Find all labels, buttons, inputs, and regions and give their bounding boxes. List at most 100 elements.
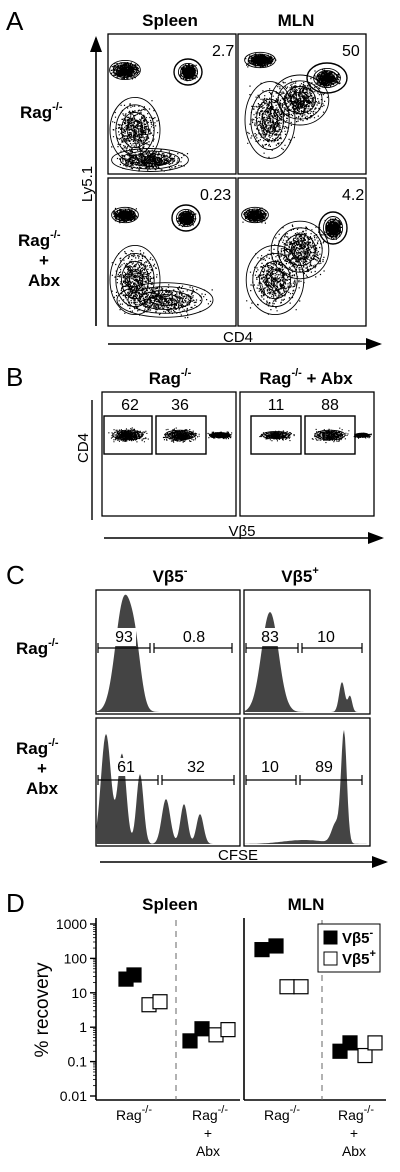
panel-c-row2-label: Rag-/- + Abx [16,737,59,798]
point-mln-vb5pos-g0-r0 [279,979,295,995]
point-spleen-vb5pos-g1-r1 [220,1022,236,1038]
svg-text:0.1: 0.1 [68,1054,88,1070]
dots-mln-rag [244,51,341,159]
dots-b-abx [259,427,372,444]
y-tick-3: 1 [79,1019,96,1035]
panel-d-header-spleen: Spleen [142,895,198,914]
svg-text:Rag-/-: Rag-/- [16,737,59,758]
dots-spleen-abx [109,206,214,319]
xlabel-spleen-abx: Rag-/- + Abx [192,1104,228,1159]
panel-a: A Spleen MLN Rag-/- Rag-/- + Abx 2.7 50 … [6,6,382,350]
pct-c-pos-abx-2: 89 [315,759,333,776]
pct-c-pos-abx-1: 10 [261,759,279,776]
histogram-percent-labels: 93 0.8 83 10 61 32 10 89 [112,628,335,776]
pct-b-rag-neg: 62 [121,397,139,414]
pct-c-pos-rag-1: 83 [261,629,279,646]
svg-text:Rag-/-: Rag-/- [192,1104,228,1123]
gate-spleen-rag [173,58,203,86]
svg-text:Rag-/-: Rag-/- [18,229,61,250]
gate-mln-rag [306,62,348,94]
pct-b-abx-neg: 11 [268,397,285,414]
panel-b-header-rag: Rag-/- [149,367,192,388]
gate-b-rag-pos [155,415,207,455]
panel-d-header-mln: MLN [288,895,325,914]
panel-a-header-mln: MLN [278,11,315,30]
pct-spleen-rag: 2.7 [212,43,234,60]
svg-text:Abx: Abx [26,779,59,798]
pct-mln-abx: 4.2 [342,187,364,204]
panel-c: C Vβ5- Vβ5+ Rag-/- Rag-/- + Abx [6,560,388,868]
panel-b-y-label: CD4 [75,433,92,463]
panel-c-row1-label: Rag-/- [16,637,59,658]
gate-b-rag-neg [103,415,153,455]
pct-c-neg-abx-2: 32 [187,759,205,776]
svg-text:+: + [350,1125,358,1141]
svg-text:1: 1 [79,1019,87,1035]
y-tick-4: 0.1 [68,1054,96,1070]
point-spleen-vb5neg-g1-r1 [194,1021,210,1037]
svg-text:Abx: Abx [342,1143,366,1159]
histogram-pos-abx [243,717,371,847]
point-spleen-vb5neg-g0-r1 [126,967,142,983]
dots-mln-abx [241,206,344,316]
y-tick-1: 100 [64,950,96,966]
panel-b-header-abx: Rag-/- + Abx [259,367,353,388]
histogram-fill-pos-abx [244,729,370,844]
panel-a-letter: A [6,6,24,36]
pct-b-abx-pos: 88 [321,397,339,414]
point-spleen-vb5pos-g0-r1 [152,994,168,1010]
pct-b-rag-pos: 36 [171,397,189,414]
svg-text:+: + [39,251,49,270]
flow-plot-mln-abx [237,177,367,327]
panel-a-x-label: CD4 [223,329,253,346]
y-tick-2: 10 [71,985,96,1001]
gate-b-abx-pos [304,415,356,455]
svg-text:+: + [204,1125,212,1141]
pct-spleen-abx: 0.23 [200,187,231,204]
panel-c-letter: C [6,560,25,590]
svg-text:0.01: 0.01 [60,1088,87,1104]
point-spleen-vb5neg-g1-r0 [182,1033,198,1049]
y-tick-5: 0.01 [60,1088,96,1104]
point-mln-vb5pos-g1-r1 [367,1035,383,1051]
legend-marker-neg [323,930,338,945]
pct-c-neg-abx-1: 61 [117,759,135,776]
svg-text:+: + [37,759,47,778]
pct-c-neg-rag-2: 0.8 [183,629,205,646]
histogram-fill-neg-rag [96,594,240,712]
svg-text:Rag-/-: Rag-/- [338,1104,374,1123]
panel-a-header-spleen: Spleen [142,11,198,30]
svg-text:1000: 1000 [56,916,87,932]
pct-c-pos-rag-2: 10 [317,629,335,646]
point-mln-vb5neg-g0-r1 [268,938,284,954]
svg-text:10: 10 [71,985,87,1001]
svg-text:Abx: Abx [28,271,61,290]
panel-d-y-label: % recovery [32,962,53,1058]
flow-plot-spleen-abx [107,177,237,327]
panel-c-header-neg: Vβ5- [153,565,188,586]
dots-spleen-rag [109,59,199,172]
panel-a-row2-label: Rag-/- + Abx [18,229,61,290]
panel-d: D Spleen MLN 1000 100 10 1 0.1 0.01 % recover… [6,888,386,1159]
legend-marker-pos [323,951,338,966]
panel-d-letter: D [6,888,25,918]
point-mln-vb5pos-g0-r1 [293,979,309,995]
panel-b: B Rag-/- Rag-/- + Abx 62 36 11 88 CD4 Vβ… [6,362,384,544]
xlabel-mln-rag: Rag-/- [264,1104,300,1123]
gate-b-abx-neg [250,415,302,455]
svg-text:Abx: Abx [196,1143,220,1159]
pct-mln-rag: 50 [342,43,360,60]
histogram-fill-neg-abx [96,733,240,844]
pct-c-neg-rag-1: 93 [115,629,133,646]
panel-d-x-labels: Rag-/- Rag-/- + Abx Rag-/- Rag-/- + Abx [116,1104,374,1159]
xlabel-spleen-rag: Rag-/- [116,1104,152,1123]
xlabel-mln-abx: Rag-/- + Abx [338,1104,374,1159]
legend-label-neg: Vβ5- [342,927,374,947]
point-mln-vb5pos-g1-r0 [357,1047,373,1064]
point-mln-vb5neg-g1-r1 [342,1035,358,1051]
point-mln-vb5neg-g0-r0 [254,942,270,958]
gate-mln-abx [318,211,348,245]
histogram-gates [97,643,363,785]
panel-a-y-label: Ly5.1 [79,166,96,202]
